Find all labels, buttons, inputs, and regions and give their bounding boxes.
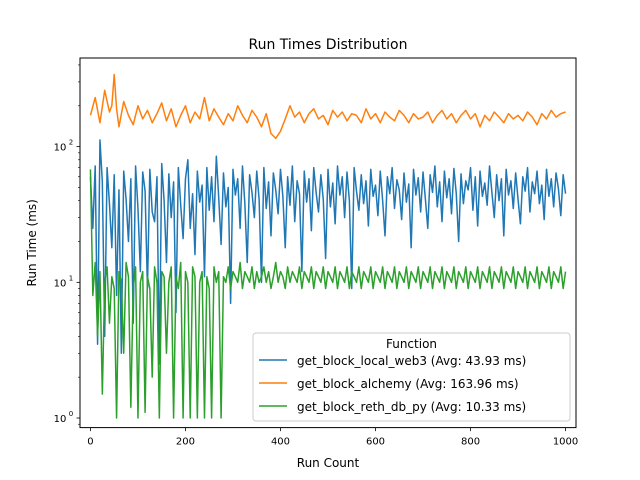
- series-layer: [89, 73, 567, 419]
- legend-label-1: get_block_local_web3 (Avg: 43.93 ms): [297, 354, 526, 368]
- x-tick-label: 1000: [553, 437, 578, 448]
- x-tick-label: 800: [461, 437, 480, 448]
- legend-label-3: get_block_reth_db_py (Avg: 10.33 ms): [297, 400, 526, 414]
- series-line-2: [89, 73, 566, 140]
- x-tick-label: 200: [176, 437, 195, 448]
- legend-box: [252, 332, 571, 422]
- y-tick-label: 10: [54, 143, 67, 154]
- x-axis-ticks: 0 200 400 600 800 1000: [87, 427, 578, 448]
- legend: Function get_block_local_web3 (Avg: 43.9…: [252, 332, 571, 422]
- chart-title: Run Times Distribution: [249, 37, 408, 53]
- y-tick-exponent: 2: [69, 139, 73, 147]
- series-line-3: [89, 169, 567, 419]
- axes-frame: [79, 57, 577, 429]
- y-axis-label: Run Time (ms): [25, 199, 39, 286]
- x-axis-label: Run Count: [297, 456, 360, 470]
- x-tick-label: 0: [87, 437, 93, 448]
- y-tick-label: 10: [54, 278, 67, 289]
- x-tick-label: 400: [271, 437, 290, 448]
- legend-label-2: get_block_alchemy (Avg: 163.96 ms): [297, 377, 519, 391]
- y-tick-exponent: 0: [69, 410, 73, 418]
- y-tick-exponent: 1: [69, 274, 73, 282]
- legend-title: Function: [386, 337, 437, 351]
- series-line-1: [89, 139, 567, 365]
- y-tick-label: 10: [54, 414, 67, 425]
- x-tick-label: 600: [366, 437, 385, 448]
